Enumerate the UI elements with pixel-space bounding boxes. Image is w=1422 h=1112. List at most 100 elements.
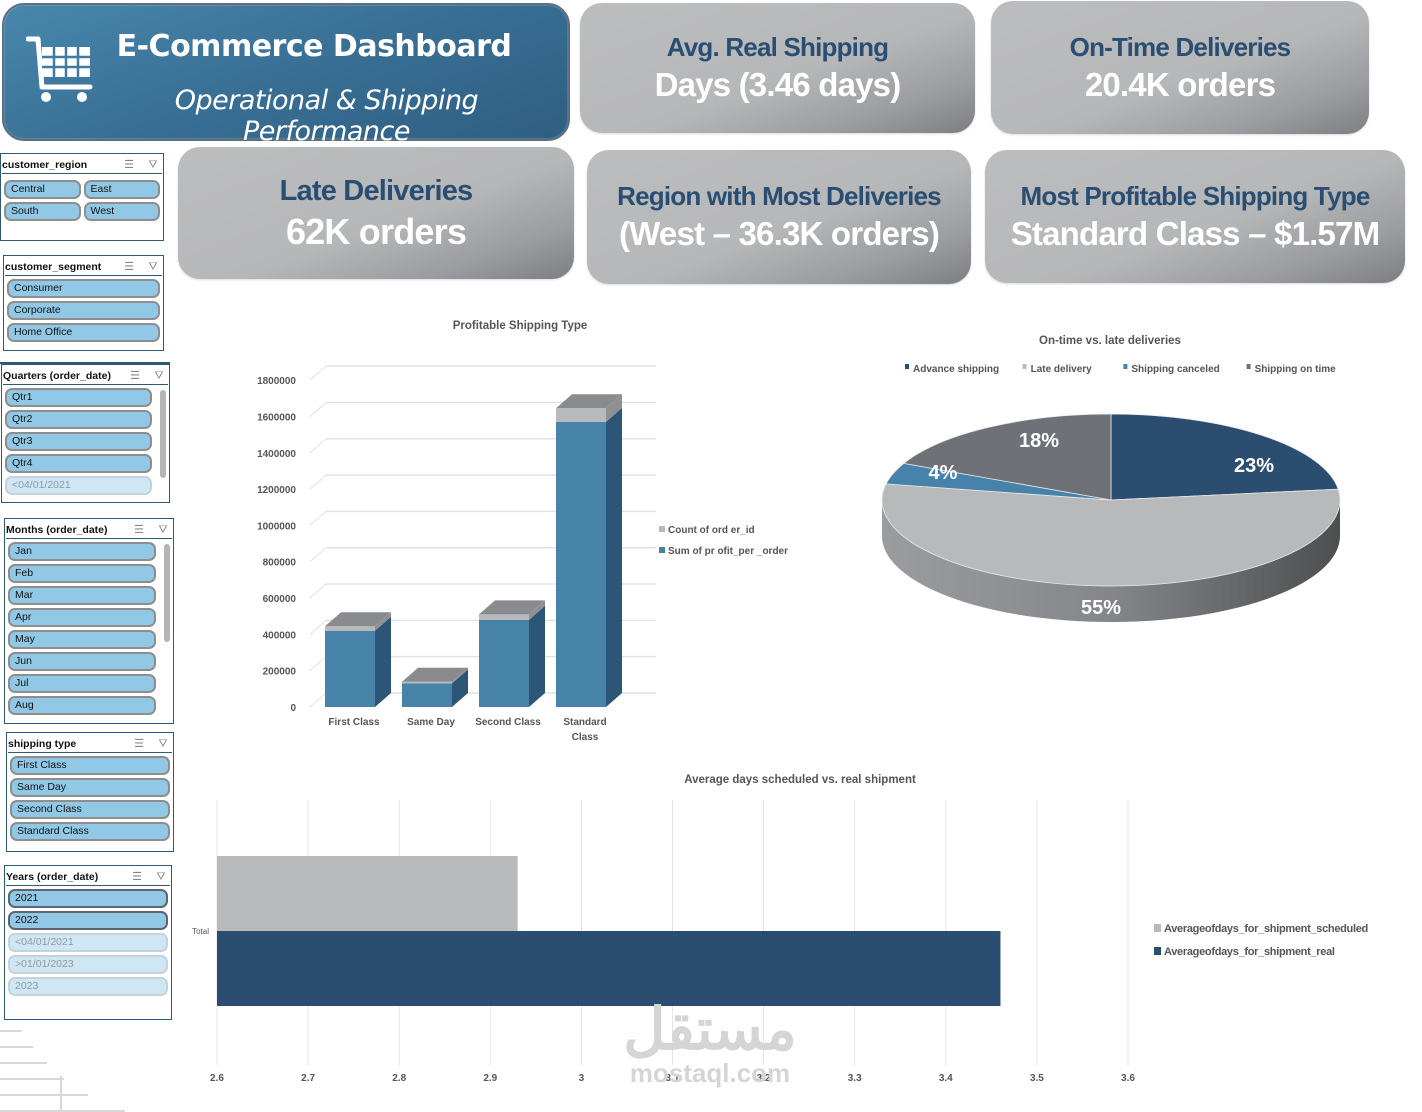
x-tick-label: 3.6 xyxy=(1121,1073,1135,1084)
legend-swatch xyxy=(1154,924,1161,932)
legend-label: Late delivery xyxy=(1031,364,1093,375)
clear-filter-icon[interactable]: ⛛ xyxy=(158,737,168,750)
multi-select-icon[interactable]: ☰ xyxy=(124,158,134,171)
x-tick-label: 3.4 xyxy=(939,1073,953,1084)
gridline-depth xyxy=(309,656,327,672)
y-tick-label: 1800000 xyxy=(257,376,296,387)
y-tick-label: 0 xyxy=(290,703,296,714)
kpi-avg-real-shipping: Avg. Real Shipping Days (3.46 days) xyxy=(580,3,975,133)
gridline-depth xyxy=(309,583,327,599)
x-tick-label: Standard xyxy=(563,717,606,728)
x-tick-label: Same Day xyxy=(407,717,455,728)
legend-swatch xyxy=(1154,947,1161,955)
clear-filter-icon[interactable]: ⛛ xyxy=(154,369,164,382)
x-tick-label: 3.2 xyxy=(757,1073,771,1084)
y-category-label: Total xyxy=(192,927,209,936)
multi-select-icon[interactable]: ☰ xyxy=(134,737,144,750)
x-tick-label: 3.1 xyxy=(666,1073,680,1084)
slicer-item-west[interactable]: West xyxy=(83,202,160,221)
slicer-item-qtr1[interactable]: Qtr1 xyxy=(5,388,152,407)
y-tick-label: 600000 xyxy=(263,594,297,605)
sheet-decoration xyxy=(0,1046,33,1048)
pie-data-label: 4% xyxy=(929,462,958,484)
kpi-title: Region with Most Deliveries xyxy=(617,181,941,212)
slicer-item-after-date[interactable]: >01/01/2023 xyxy=(8,955,168,974)
slicer-title: customer_region xyxy=(2,158,88,171)
slicer-item-east[interactable]: East xyxy=(83,180,160,199)
clear-filter-icon[interactable]: ⛛ xyxy=(148,260,158,273)
hbar-scheduled xyxy=(217,856,518,931)
pie-data-label: 55% xyxy=(1081,597,1121,619)
slicer-item-mar[interactable]: Mar xyxy=(8,586,156,605)
x-tick-label: 2.7 xyxy=(301,1073,315,1084)
slicer-item-second-class[interactable]: Second Class xyxy=(10,800,170,819)
kpi-most-profitable-shipping: Most Profitable Shipping Type Standard C… xyxy=(985,150,1405,283)
slicer-item-2021[interactable]: 2021 xyxy=(8,889,168,908)
y-tick-label: 800000 xyxy=(263,558,297,569)
bar-side xyxy=(529,600,545,620)
legend-label: Sum of pr ofit_per _order xyxy=(668,546,788,557)
slicer-item-may[interactable]: May xyxy=(8,630,156,649)
x-tick-label: 3.3 xyxy=(848,1073,862,1084)
legend-label: Averageofdays_for_shipment_scheduled xyxy=(1164,923,1368,935)
slicer-header: Quarters (order_date) ☰ ⛛ xyxy=(3,367,168,385)
kpi-value: Standard Class – $1.57M xyxy=(1010,214,1380,252)
clear-filter-icon[interactable]: ⛛ xyxy=(148,158,158,171)
slicer-customer-region: customer_region ☰ ⛛ Central East South W… xyxy=(0,153,164,241)
slicer-item-home-office[interactable]: Home Office xyxy=(7,323,160,342)
slicer-item-before-date[interactable]: <04/01/2021 xyxy=(8,933,168,952)
slicer-item-2023[interactable]: 2023 xyxy=(8,977,168,996)
pie-slice xyxy=(881,483,1341,587)
slicer-item-apr[interactable]: Apr xyxy=(8,608,156,627)
slicer-item-qtr3[interactable]: Qtr3 xyxy=(5,432,152,451)
slicer-item-corporate[interactable]: Corporate xyxy=(7,301,160,320)
pie-slice xyxy=(1110,413,1339,501)
slicer-header: customer_region ☰ ⛛ xyxy=(2,156,162,174)
legend-label: Count of ord er_id xyxy=(668,525,755,536)
kpi-title: On-Time Deliveries xyxy=(1069,31,1291,62)
slicer-item-before-date[interactable]: <04/01/2021 xyxy=(5,476,152,495)
sheet-decoration xyxy=(0,1110,125,1112)
slicer-scrollbar[interactable] xyxy=(164,544,170,642)
gridline-depth xyxy=(309,619,327,635)
y-tick-label: 1000000 xyxy=(257,521,296,532)
slicer-quarters: Quarters (order_date) ☰ ⛛ Qtr1 Qtr2 Qtr3… xyxy=(1,364,170,503)
legend-swatch xyxy=(905,364,909,369)
gridline-depth xyxy=(309,402,327,417)
multi-select-icon[interactable]: ☰ xyxy=(134,523,144,536)
slicer-item-qtr2[interactable]: Qtr2 xyxy=(5,410,152,429)
slicer-item-2022[interactable]: 2022 xyxy=(8,911,168,930)
pie-data-label: 18% xyxy=(1019,430,1059,452)
kpi-title: Avg. Real Shipping xyxy=(666,32,889,63)
x-tick-label: 2.6 xyxy=(210,1073,224,1084)
slicer-item-jul[interactable]: Jul xyxy=(8,674,156,693)
slicer-item-jan[interactable]: Jan xyxy=(8,542,156,561)
bar-count xyxy=(479,614,529,620)
multi-select-icon[interactable]: ☰ xyxy=(130,369,140,382)
slicer-item-feb[interactable]: Feb xyxy=(8,564,156,583)
multi-select-icon[interactable]: ☰ xyxy=(124,260,134,273)
slicer-item-standard-class[interactable]: Standard Class xyxy=(10,822,170,841)
slicer-title: Months (order_date) xyxy=(6,523,108,536)
kpi-title: Late Deliveries xyxy=(279,174,474,207)
slicer-item-same-day[interactable]: Same Day xyxy=(10,778,170,797)
legend-swatch xyxy=(659,526,665,532)
bar-side xyxy=(452,667,468,684)
clear-filter-icon[interactable]: ⛛ xyxy=(156,870,166,883)
slicer-years: Years (order_date) ☰ ⛛ 2021 2022 <04/01/… xyxy=(4,865,172,1020)
slicer-item-first-class[interactable]: First Class xyxy=(10,756,170,775)
slicer-item-consumer[interactable]: Consumer xyxy=(7,279,160,298)
slicer-item-aug[interactable]: Aug xyxy=(8,696,156,715)
y-tick-label: 1400000 xyxy=(257,449,296,460)
legend-swatch xyxy=(659,547,665,553)
slicer-item-south[interactable]: South xyxy=(4,202,81,221)
slicer-item-jun[interactable]: Jun xyxy=(8,652,156,671)
kpi-value: 62K orders xyxy=(285,211,467,253)
clear-filter-icon[interactable]: ⛛ xyxy=(158,523,168,536)
slicer-item-central[interactable]: Central xyxy=(4,180,81,199)
multi-select-icon[interactable]: ☰ xyxy=(132,870,142,883)
legend-swatch xyxy=(1022,364,1027,369)
slicer-item-qtr4[interactable]: Qtr4 xyxy=(5,454,152,473)
bar-top xyxy=(325,612,391,627)
slicer-scrollbar[interactable] xyxy=(160,390,166,478)
